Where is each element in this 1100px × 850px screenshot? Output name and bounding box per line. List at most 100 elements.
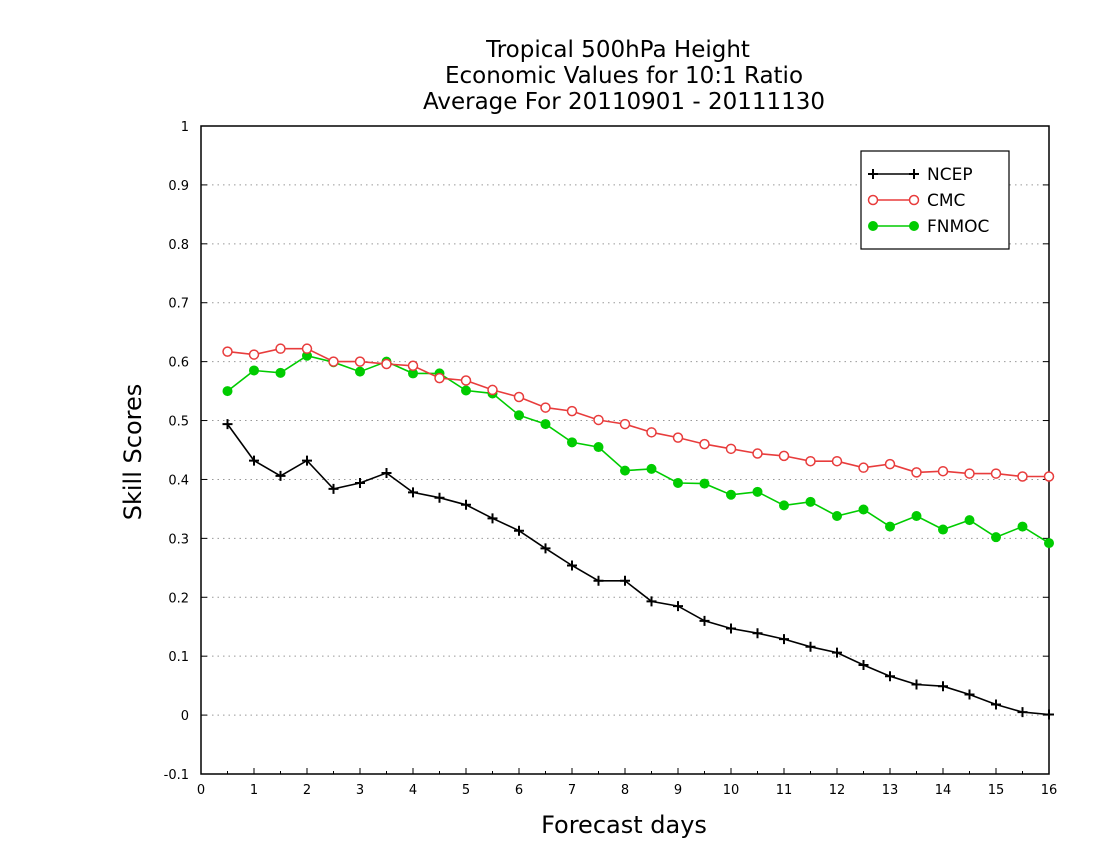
legend-marker-cmc — [908, 194, 920, 206]
x-tick-label: 6 — [515, 783, 523, 798]
data-point-cmc — [222, 346, 233, 357]
data-point-ncep — [567, 560, 577, 571]
data-point-ncep — [1017, 707, 1028, 718]
data-point-cmc — [354, 356, 366, 367]
data-point-ncep — [964, 689, 975, 700]
data-point-cmc — [884, 458, 896, 470]
legend-label-ncep: NCEP — [927, 165, 973, 185]
data-point-cmc — [990, 468, 1002, 479]
data-point-cmc — [805, 455, 816, 467]
y-tick-label: 0.2 — [168, 591, 189, 606]
x-tick-label: 15 — [988, 783, 1005, 798]
legend-items: NCEP CMC FNMOC — [867, 165, 989, 237]
y-tick-label: 0.7 — [168, 297, 189, 312]
data-point-fnmoc — [620, 465, 630, 476]
data-point-fnmoc — [567, 437, 577, 448]
data-point-cmc — [487, 384, 498, 396]
data-point-ncep — [540, 543, 551, 554]
y-tick-label: -0.1 — [164, 768, 189, 783]
data-point-fnmoc — [858, 504, 869, 515]
data-point-fnmoc — [646, 463, 657, 474]
data-point-ncep — [991, 699, 1001, 710]
data-point-cmc — [646, 427, 657, 438]
data-point-cmc — [381, 358, 392, 370]
x-tick-label: 9 — [674, 783, 682, 798]
data-point-cmc — [672, 432, 684, 443]
data-point-fnmoc — [832, 510, 842, 521]
data-point-ncep — [726, 623, 736, 634]
y-tick-label: 0.3 — [168, 532, 189, 547]
chart-title-line-1: Tropical 500hPa Height — [485, 37, 750, 63]
data-point-ncep — [381, 467, 392, 478]
data-point-ncep — [699, 615, 710, 626]
data-point-fnmoc — [540, 419, 551, 430]
x-tick-label: 13 — [882, 783, 899, 798]
data-point-cmc — [937, 465, 949, 477]
data-point-ncep — [328, 483, 339, 494]
y-tick-label: 0.4 — [168, 473, 189, 488]
data-point-ncep — [1044, 709, 1054, 720]
grid-lines — [201, 184, 1049, 716]
data-point-cmc — [460, 375, 472, 386]
data-point-ncep — [355, 477, 365, 488]
data-point-ncep — [222, 419, 233, 430]
data-point-fnmoc — [1017, 521, 1028, 532]
data-point-cmc — [725, 443, 737, 455]
data-point-fnmoc — [911, 510, 922, 521]
data-point-cmc — [831, 455, 843, 467]
data-point-fnmoc — [726, 489, 736, 500]
data-point-cmc — [1017, 471, 1028, 482]
data-point-cmc — [434, 372, 445, 384]
series-line-fnmoc — [227, 354, 1050, 544]
data-point-cmc — [699, 438, 710, 450]
data-point-ncep — [514, 525, 524, 536]
data-point-fnmoc — [805, 496, 816, 507]
data-point-cmc — [1043, 471, 1055, 482]
data-point-ncep — [885, 671, 895, 682]
data-point-ncep — [408, 487, 418, 498]
data-point-ncep — [646, 596, 657, 607]
data-point-ncep — [911, 679, 922, 690]
legend-marker-ncep — [868, 169, 878, 179]
x-tick-label: 10 — [723, 783, 740, 798]
y-tick-label: 0.5 — [168, 415, 189, 430]
data-point-fnmoc — [249, 365, 259, 376]
legend: NCEP CMC FNMOC — [860, 150, 1010, 250]
x-tick-label: 11 — [776, 783, 793, 798]
legend-item-fnmoc: FNMOC — [868, 217, 989, 237]
data-point-fnmoc — [355, 366, 365, 377]
series-cmc — [222, 343, 1055, 482]
data-series — [222, 343, 1055, 720]
x-tick-label: 16 — [1041, 783, 1058, 798]
y-tick-label: 0.9 — [168, 179, 189, 194]
y-tick-label: 0.8 — [168, 238, 189, 253]
data-point-fnmoc — [461, 385, 471, 396]
data-point-ncep — [752, 628, 763, 639]
data-point-ncep — [461, 499, 471, 510]
data-point-ncep — [487, 513, 498, 524]
data-point-ncep — [832, 647, 842, 658]
x-axis-title: Forecast days — [541, 811, 707, 839]
x-tick-label: 8 — [621, 783, 629, 798]
legend-marker-cmc — [867, 194, 879, 206]
chart-title-line-3: Average For 20110901 - 20111130 — [423, 89, 825, 115]
x-tick-label: 7 — [568, 783, 576, 798]
data-point-cmc — [752, 448, 763, 459]
data-point-ncep — [779, 634, 789, 645]
legend-label-cmc: CMC — [927, 191, 965, 211]
legend-item-ncep: NCEP — [868, 165, 973, 185]
legend-marker-fnmoc — [868, 221, 878, 231]
data-point-cmc — [407, 360, 419, 372]
data-point-fnmoc — [275, 367, 286, 378]
chart-title-line-2: Economic Values for 10:1 Ratio — [445, 63, 803, 89]
legend-label-fnmoc: FNMOC — [927, 217, 989, 237]
data-point-ncep — [858, 660, 869, 671]
x-tick-label: 4 — [409, 783, 417, 798]
data-point-fnmoc — [885, 521, 895, 532]
data-point-fnmoc — [964, 515, 975, 526]
x-tick-label: 5 — [462, 783, 470, 798]
data-point-fnmoc — [1044, 538, 1054, 549]
series-ncep — [222, 419, 1054, 720]
data-point-ncep — [673, 601, 683, 612]
